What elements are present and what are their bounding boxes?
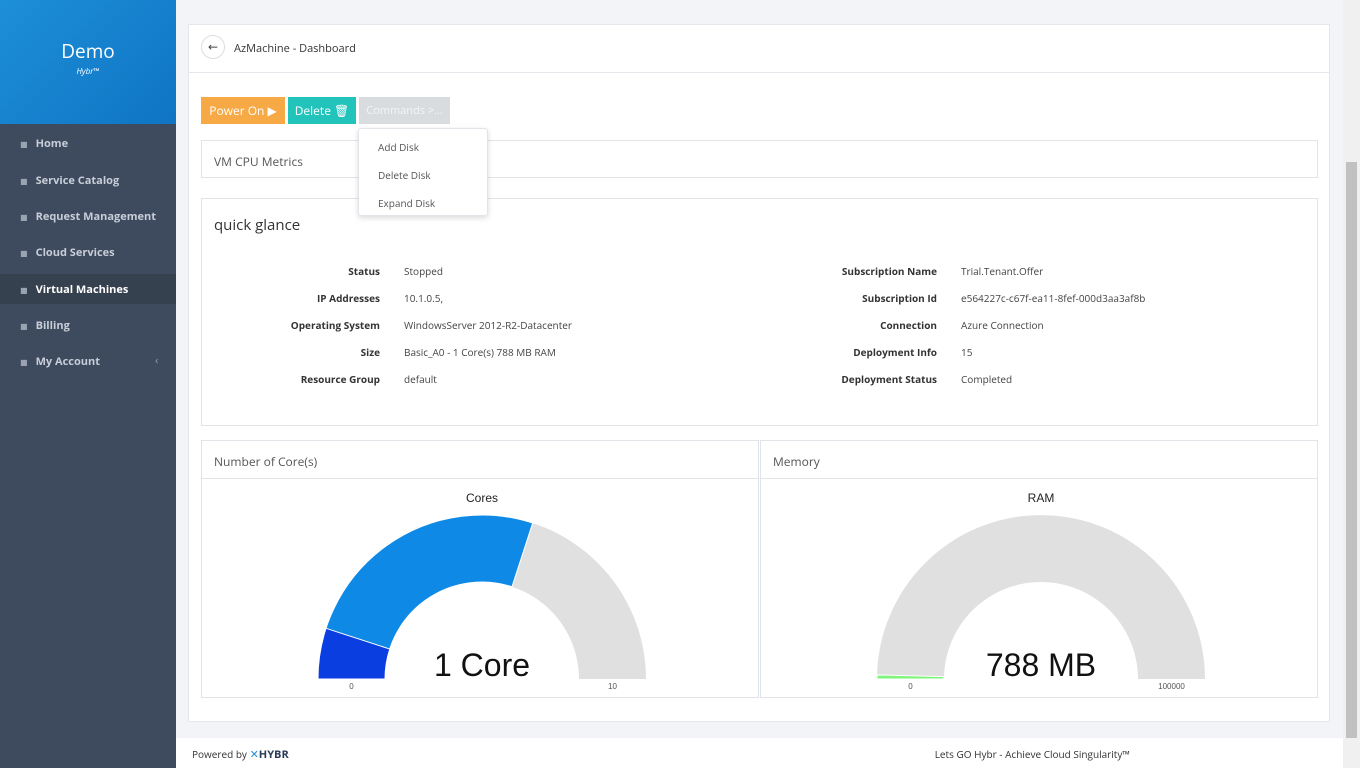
field-value: Trial.Tenant.Offer — [961, 264, 1044, 278]
label: Delete — [294, 102, 331, 119]
gauge-panel-title: Number of Core(s) — [214, 453, 318, 470]
field-label: IP Addresses — [316, 291, 380, 305]
powered-text: Powered by — [192, 747, 247, 761]
gauge-value — [317, 627, 391, 680]
brand: Demo Hybr™ — [0, 0, 176, 124]
gauge-band — [317, 514, 534, 680]
gauge-label: 788 MB — [986, 647, 1096, 683]
gauge-max: 10 — [608, 682, 617, 691]
field-label: Operating System — [290, 318, 380, 332]
gauge-panel-divider — [201, 478, 759, 479]
field-value: 15 — [961, 345, 973, 359]
scroll-thumb[interactable] — [1346, 162, 1357, 738]
commands-button[interactable]: Commands >... — [359, 97, 450, 124]
gauge-track — [877, 515, 1205, 679]
back-button[interactable]: ← — [201, 35, 225, 59]
gauge-panel-title: Memory — [773, 453, 820, 470]
field-label: Subscription Id — [862, 291, 937, 305]
field-value: default — [404, 372, 437, 386]
gauge-title: RAM — [1028, 491, 1055, 505]
menu-item[interactable]: Billing — [20, 318, 70, 333]
glance-title: quick glance — [214, 215, 301, 235]
label: Power On — [209, 102, 265, 119]
field-value: Azure Connection — [961, 318, 1044, 332]
field-label: Connection — [880, 318, 937, 332]
field-label: Subscription Name — [841, 264, 937, 278]
gauge-label: 1 Core — [434, 647, 530, 683]
gauge-panel-divider — [760, 478, 1318, 479]
field-value: Stopped — [404, 264, 444, 278]
metrics-title: VM CPU Metrics — [214, 153, 303, 170]
gauge-value — [876, 674, 945, 680]
menu-item[interactable]: Cloud Services — [20, 245, 115, 260]
sidebar — [0, 0, 176, 768]
field-value: Basic_A0 - 1 Core(s) 788 MB RAM — [404, 345, 556, 359]
logo: ✕HYBR — [249, 747, 289, 762]
gauge-min: 0 — [349, 682, 354, 691]
field-value: e564227c-c67f-ea11-8fef-000d3aa3af8b — [961, 291, 1146, 305]
chevron: ‹ — [155, 353, 159, 368]
power-on-button[interactable]: Power On ▶ — [201, 97, 285, 124]
menu-item[interactable]: Virtual Machines — [20, 282, 129, 297]
delete-button[interactable]: Delete 🗑 — [288, 97, 356, 124]
field-label: Deployment Status — [841, 372, 937, 386]
glance-panel — [201, 198, 1318, 426]
menu-item[interactable]: Service Catalog — [20, 173, 120, 188]
menu-item[interactable]: Request Management — [20, 209, 156, 224]
gauge-max: 100000 — [1158, 682, 1185, 691]
dropdown-item[interactable]: Add Disk — [378, 140, 419, 154]
dropdown — [358, 128, 488, 216]
field-label: Deployment Info — [853, 345, 937, 359]
logo-text: HYBR — [258, 747, 289, 762]
gauge: RAM 788 MB 0 100000 — [876, 491, 1205, 691]
divider — [188, 72, 1330, 73]
gauge-panel — [201, 440, 759, 698]
dropdown-item[interactable]: Delete Disk — [378, 168, 431, 182]
menu-item[interactable]: My Account — [20, 354, 100, 369]
footer — [176, 738, 1343, 768]
page-title: AzMachine - Dashboard — [234, 41, 356, 56]
field-value: 10.1.0.5, — [404, 291, 444, 305]
field-label: Resource Group — [300, 372, 380, 386]
gauge-min: 0 — [908, 682, 913, 691]
field-value: Completed — [961, 372, 1013, 386]
footer-tagline: Lets GO Hybr - Achieve Cloud Singularity… — [934, 747, 1130, 761]
gauge-title: Cores — [466, 491, 498, 505]
field-label: Status — [348, 264, 380, 278]
footer-powered: Powered by ✕HYBR — [192, 747, 289, 762]
brand-sub: Hybr™ — [76, 66, 100, 77]
dropdown-item[interactable]: Expand Disk — [378, 196, 436, 210]
field-value: WindowsServer 2012-R2-Datacenter — [404, 318, 572, 332]
brand-name: Demo — [61, 38, 115, 64]
menu-item[interactable]: Home — [20, 136, 69, 151]
field-label: Size — [360, 345, 380, 359]
gauge: Cores 1 Core 0 10 — [317, 491, 646, 691]
